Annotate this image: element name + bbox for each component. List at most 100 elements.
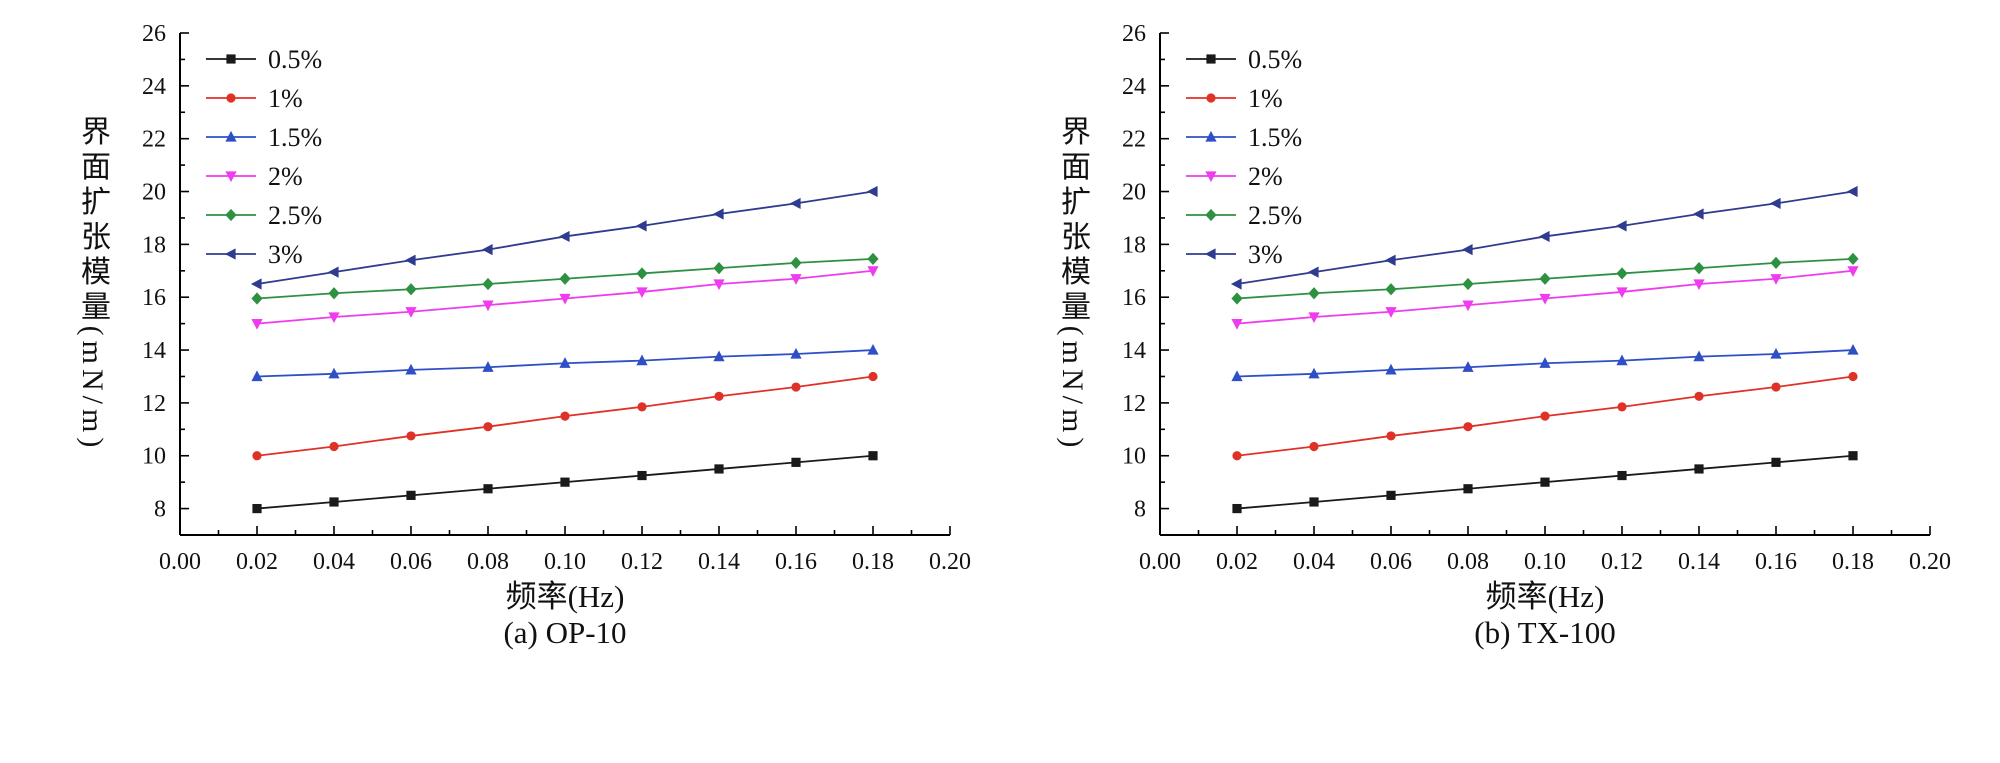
series-1% [252, 371, 878, 461]
y-tick-label: 16 [1122, 285, 1146, 311]
triangle-up-marker-icon [225, 130, 237, 142]
data-point-marker [1539, 293, 1551, 305]
data-point-marker [481, 244, 493, 256]
data-point-marker [1540, 411, 1550, 421]
chart-caption-b: (b) TX-100 [1474, 615, 1616, 650]
chart-panel-op10: 界面扩张模量(mN/m) 0.00 0.02 0.04 0.06 0.08 0.10 0.1… [40, 15, 980, 735]
data-point-marker [1771, 457, 1781, 467]
legend-item-1.5%: 1.5% [206, 123, 322, 152]
data-point-marker [867, 252, 879, 265]
data-point-marker [329, 497, 339, 507]
data-point-marker [1615, 220, 1627, 232]
data-point-marker [1771, 382, 1781, 392]
data-point-marker [251, 370, 263, 382]
data-point-marker [405, 307, 417, 318]
data-point-marker [1692, 208, 1704, 220]
legend-label: 0.5% [268, 45, 322, 74]
data-point-marker [404, 254, 416, 266]
diamond-marker-icon [1205, 208, 1217, 222]
legend-item-2.5%: 2.5% [1186, 201, 1302, 230]
data-point-marker [1461, 244, 1473, 256]
chart-panel-tx100: 界面扩张模量(mN/m) 0.00 0.02 0.04 0.06 0.08 0.10 0.1… [1020, 15, 1960, 735]
data-point-marker [1539, 272, 1551, 285]
data-point-marker [1539, 357, 1551, 368]
data-point-marker [1462, 300, 1474, 312]
y-tick-label: 14 [1122, 338, 1146, 364]
data-point-marker [789, 197, 801, 210]
legend-item-3%: 3% [1186, 240, 1283, 269]
series-3% [250, 185, 878, 290]
data-point-marker [1231, 370, 1243, 382]
data-point-marker [328, 312, 340, 324]
y-tick-label: 18 [142, 232, 166, 258]
tick-marks [1159, 32, 1931, 535]
x-tick-label: 0.08 [1447, 549, 1489, 575]
x-tick-label: 0.06 [390, 549, 432, 575]
data-point-marker [482, 277, 494, 291]
legend-item-2.5%: 2.5% [206, 201, 322, 230]
data-point-marker [1463, 422, 1473, 432]
legend-item-0.5%: 0.5% [1186, 45, 1302, 74]
chart-caption-a: (a) OP-10 [503, 615, 627, 650]
data-point-marker [714, 391, 724, 401]
legend-label: 0.5% [1248, 45, 1302, 74]
data-point-marker [790, 256, 802, 269]
circle-marker-icon [226, 93, 236, 103]
legend-item-1%: 1% [1186, 84, 1283, 113]
data-point-marker [1384, 254, 1396, 266]
legend-label: 2% [1248, 162, 1283, 191]
tick-labels: 0.00 0.02 0.04 0.06 0.08 0.10 0.12 0.14 0.16 0.18… [142, 21, 971, 575]
x-tick-label: 0.14 [1678, 549, 1720, 575]
data-point-marker [1693, 350, 1705, 362]
legend-label: 3% [268, 240, 303, 269]
legend-label: 2.5% [1248, 201, 1302, 230]
series-1% [1232, 371, 1858, 461]
tick-marks [179, 32, 951, 535]
y-tick-label: 24 [1122, 74, 1146, 100]
legend-item-1%: 1% [206, 84, 303, 113]
y-tick-label: 10 [1122, 444, 1146, 470]
y-tick-label: 20 [1122, 180, 1146, 206]
data-point-marker [635, 220, 647, 232]
triangle-down-marker-icon [225, 171, 237, 183]
x-tick-label: 0.04 [313, 549, 355, 575]
data-point-marker [482, 300, 494, 312]
data-point-marker [252, 451, 262, 461]
data-point-marker [559, 357, 571, 368]
data-point-marker [637, 470, 647, 481]
series-3% [1230, 185, 1858, 290]
series-2% [1231, 266, 1859, 330]
data-point-marker [1462, 361, 1474, 372]
y-tick-label: 12 [142, 391, 166, 417]
circle-marker-icon [1206, 93, 1216, 103]
data-point-marker [252, 503, 262, 514]
data-point-marker [868, 371, 878, 382]
y-tick-label: 20 [142, 180, 166, 206]
data-point-marker [483, 484, 493, 494]
data-point-marker [636, 267, 648, 280]
y-tick-label: 22 [142, 127, 166, 153]
data-point-marker [1616, 354, 1628, 366]
data-point-marker [560, 411, 570, 421]
x-tick-label: 0.08 [467, 549, 509, 575]
data-point-marker [1462, 277, 1474, 291]
series-1.5% [251, 343, 879, 382]
legend-label: 1.5% [1248, 123, 1302, 152]
data-point-marker [867, 266, 879, 277]
y-tick-label: 8 [154, 497, 166, 523]
y-tick-label: 14 [142, 338, 166, 364]
legend-item-0.5%: 0.5% [206, 45, 322, 74]
square-marker-icon [1206, 54, 1216, 64]
x-tick-label: 0.18 [1832, 549, 1874, 575]
data-point-marker [251, 292, 263, 305]
data-point-marker [867, 343, 879, 355]
data-point-marker [713, 262, 725, 275]
legend-item-2%: 2% [1186, 162, 1283, 191]
data-point-marker [1386, 431, 1396, 441]
x-tick-label: 0.02 [236, 549, 278, 575]
diamond-marker-icon [225, 208, 237, 222]
data-point-marker [482, 361, 494, 372]
data-point-marker [1617, 402, 1627, 412]
x-axis-label: 频率(Hz) [506, 579, 625, 614]
data-point-marker [1693, 262, 1705, 275]
